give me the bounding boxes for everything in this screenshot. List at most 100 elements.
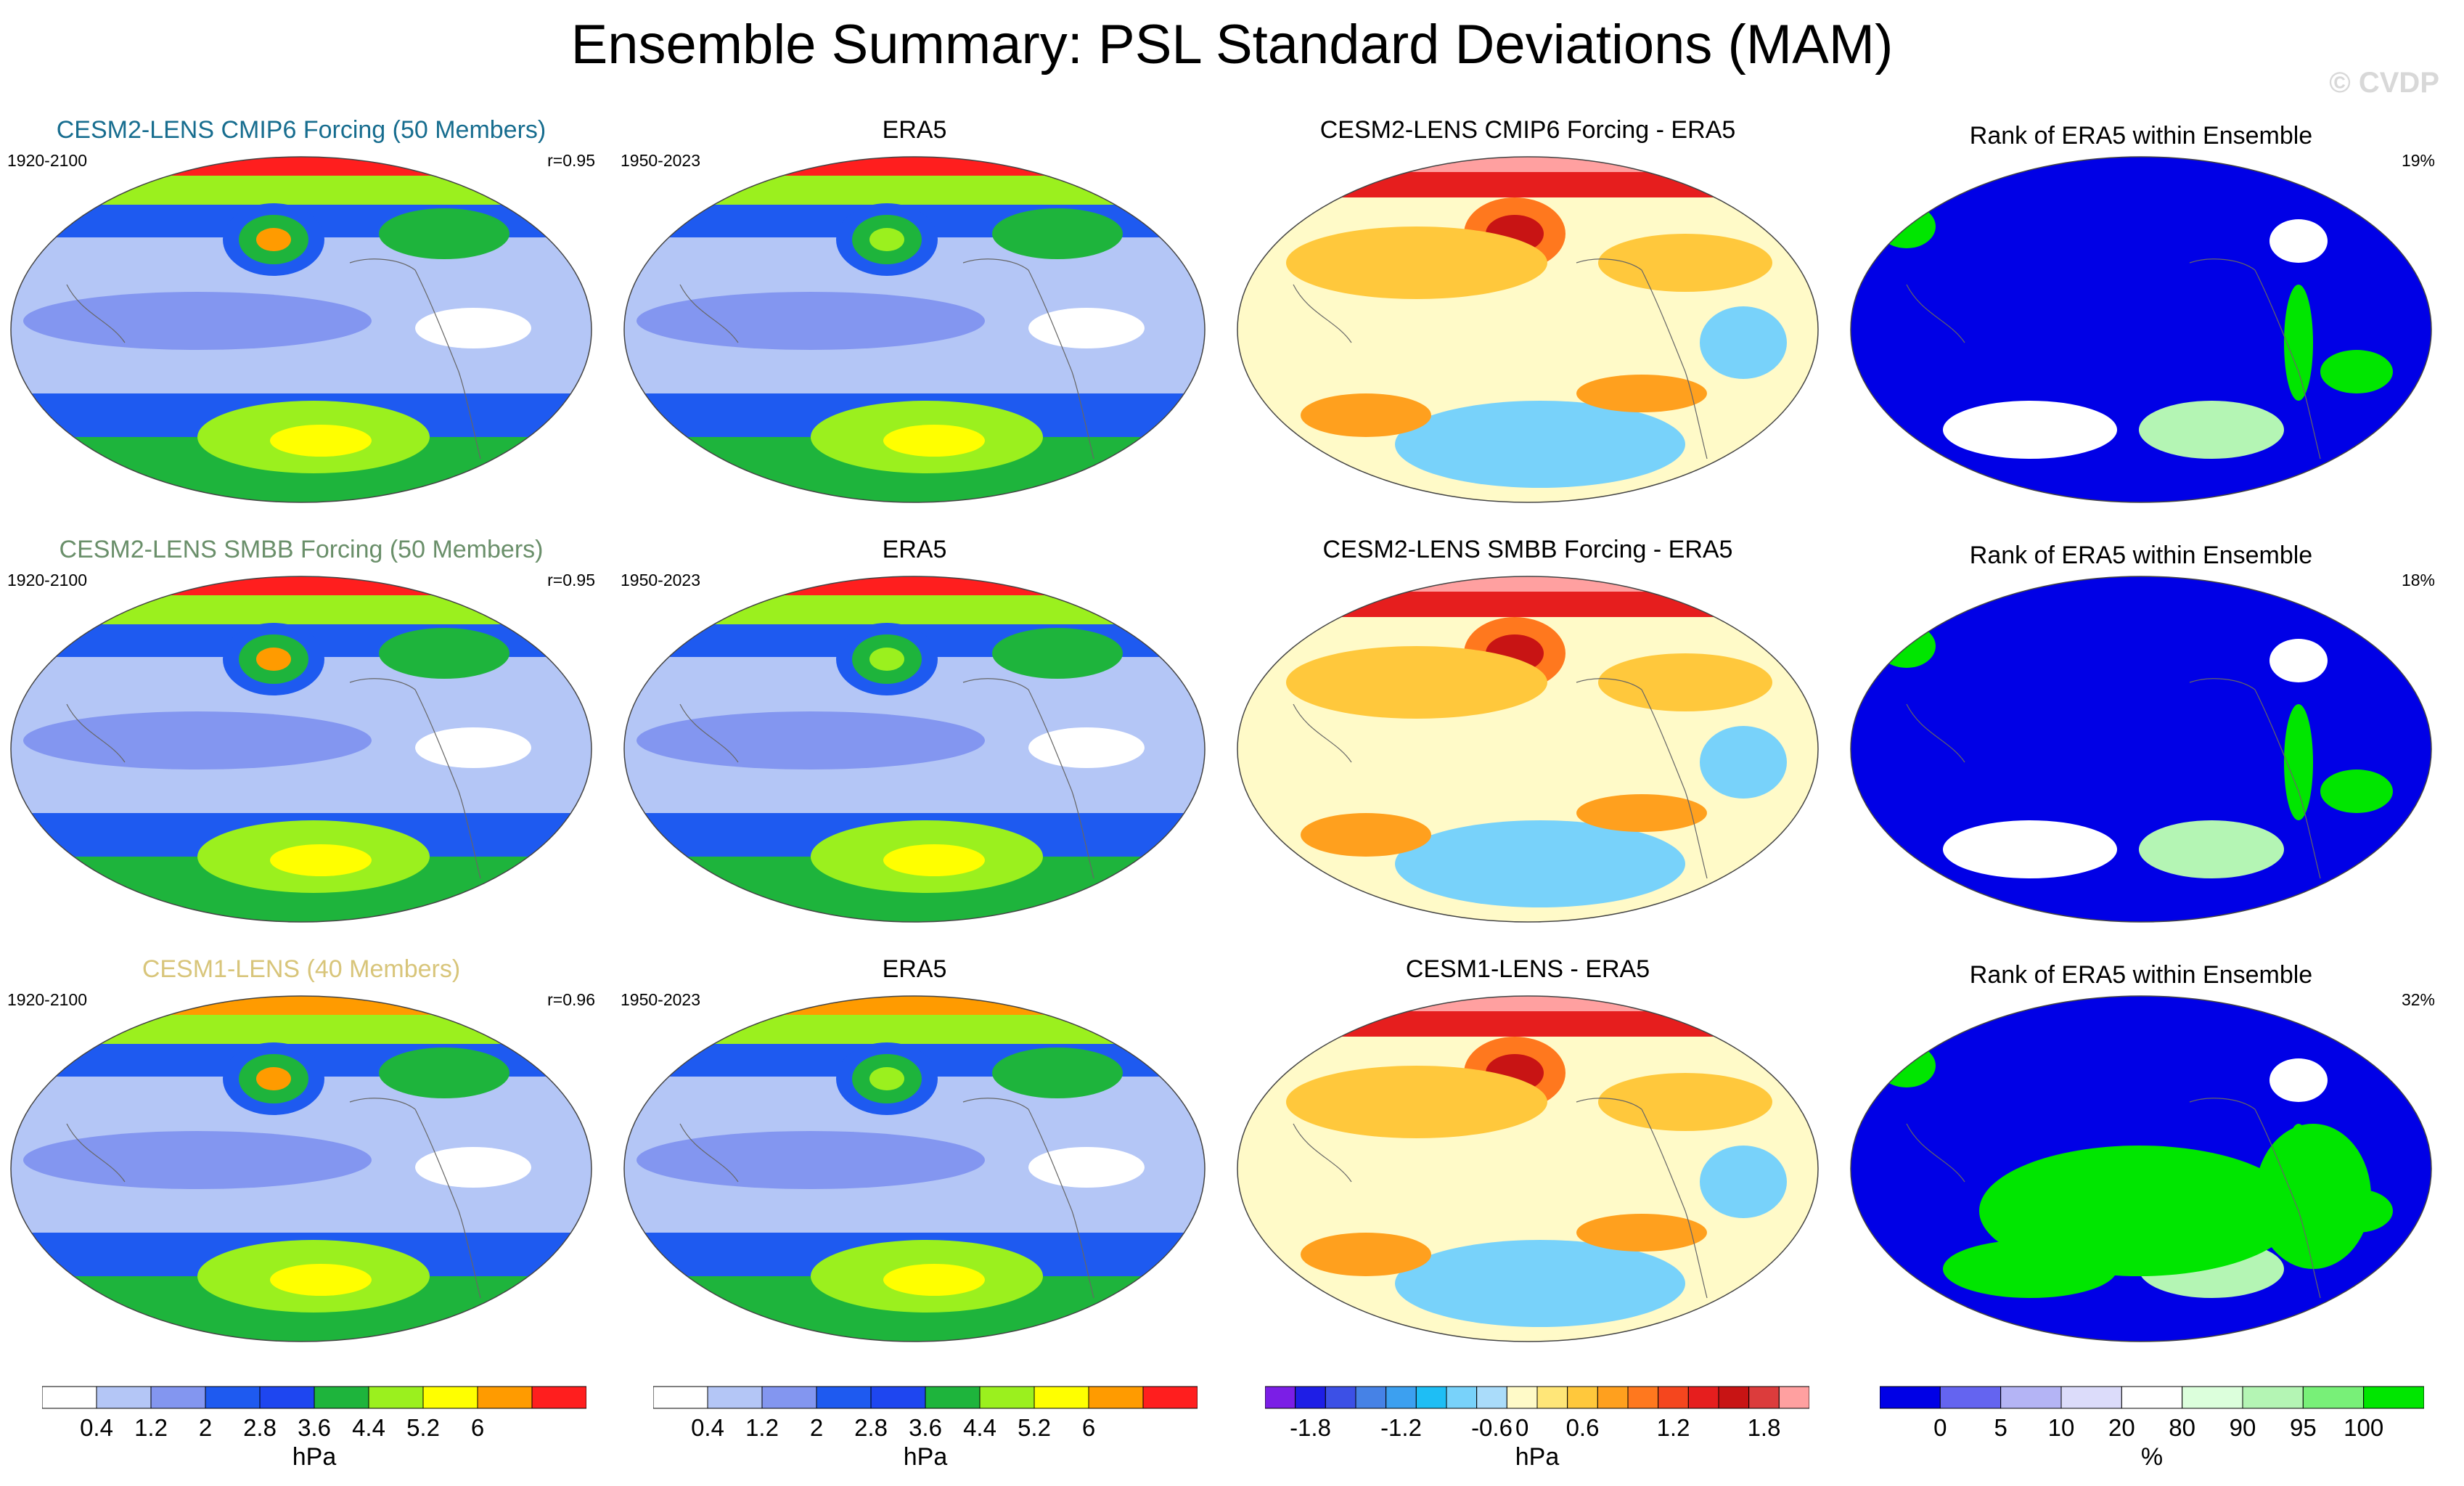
colorbar-tick-label: 1.2 [1656, 1414, 1690, 1441]
rank-patch-5 [2139, 401, 2284, 459]
panel-title: CESM2-LENS CMIP6 Forcing (50 Members) [56, 116, 547, 144]
panel-model-row2: CESM2-LENS SMBB Forcing (50 Members) 1920… [0, 536, 602, 942]
panel-title: CESM1-LENS - ERA5 [1405, 955, 1650, 983]
rank-patch-1 [1878, 624, 1936, 668]
map-obs [622, 573, 1207, 926]
colorbar-tick-label: 2 [198, 1414, 213, 1441]
panel-model-row1: CESM2-LENS CMIP6 Forcing (50 Members) 192… [0, 116, 602, 523]
map-border [623, 995, 1206, 1342]
map-svg [10, 995, 592, 1342]
tropical-band-lo [637, 711, 985, 769]
colorbar-box [422, 1386, 478, 1409]
map-border [1850, 156, 2432, 503]
atlantic-high [992, 1048, 1123, 1098]
colorbar-diff-unit: hPa [1515, 1443, 1560, 1471]
page-title: Ensemble Summary: PSL Standard Deviation… [570, 14, 1894, 75]
atlantic-high [992, 208, 1123, 259]
southern-warm [1301, 813, 1431, 857]
tropical-clear [415, 727, 531, 768]
colorbar-tick-label: 80 [2169, 1414, 2196, 1441]
tropical-clear [415, 308, 531, 348]
rank-patch-6 [2269, 1058, 2328, 1102]
panel-title: CESM1-LENS (40 Members) [142, 955, 461, 983]
panel-pattern-correlation: r=0.95 [547, 151, 595, 170]
arctic-mid [11, 1015, 592, 1044]
tropical-clear [1028, 727, 1145, 768]
colorbar-box [2363, 1386, 2424, 1409]
colorbar-box [1778, 1386, 1809, 1409]
arctic-mid [624, 595, 1205, 624]
map-obs [622, 154, 1207, 506]
panel-title: Rank of ERA5 within Ensemble [1969, 961, 2313, 989]
arctic-mid [624, 1015, 1205, 1044]
tropical-band-lo [637, 1131, 985, 1189]
map-model [9, 993, 594, 1345]
panel-title: CESM2-LENS CMIP6 Forcing - ERA5 [1319, 116, 1736, 144]
panel-years: 1920-2100 [7, 571, 87, 589]
panel-years: 1920-2100 [7, 990, 87, 1009]
coastline [679, 678, 1094, 879]
panel-title: Rank of ERA5 within Ensemble [1969, 542, 2313, 569]
colorbar-box [1658, 1386, 1689, 1409]
panel-rank-row3: Rank of ERA5 within Ensemble 32% [1840, 955, 2442, 1362]
panel-years: 1950-2023 [621, 990, 700, 1009]
map-svg [1237, 576, 1819, 923]
colorbar-box [1415, 1386, 1447, 1409]
southern-peak [270, 1264, 372, 1296]
coastline [679, 258, 1094, 460]
colorbar-diff: -1.8 -1.2 -0.6 0 0.6 1.2 1.8 hPa [1265, 1385, 1809, 1472]
colorbar-box [1034, 1386, 1089, 1409]
panel-diff-row3: CESM1-LENS - ERA5 [1227, 955, 1829, 1362]
nh-warm [1286, 646, 1547, 719]
colorbar-box [1880, 1386, 1941, 1409]
colorbar-tick-label: 6 [1081, 1414, 1096, 1441]
coastline [679, 1098, 1094, 1299]
field-background [1851, 157, 2431, 502]
colorbar-std-obs-unit: hPa [903, 1443, 948, 1471]
colorbar-box [1718, 1386, 1750, 1409]
colorbar-std-obs: 0.4 1.2 2 2.8 3.6 4.4 5.2 6 hPa [653, 1385, 1198, 1472]
pacific-low-core [869, 1067, 904, 1090]
map-rank [1849, 573, 2434, 926]
coastline [66, 258, 481, 460]
colorbar-tick-label: 2 [809, 1414, 824, 1441]
pacific-low-core [869, 228, 904, 251]
south-america-cool [1700, 726, 1787, 799]
map-border [1237, 576, 1819, 923]
panel-years: 1950-2023 [621, 571, 700, 589]
map-rank [1849, 993, 2434, 1345]
rank-patch-1 [1878, 205, 1936, 248]
panel-diff-row1: CESM2-LENS CMIP6 Forcing - ERA5 [1227, 116, 1829, 523]
colorbar-tick-label: 1.8 [1747, 1414, 1781, 1441]
colorbar-box [816, 1386, 872, 1409]
colorbar-box [314, 1386, 369, 1409]
panel-title: ERA5 [882, 955, 947, 983]
panel-title: ERA5 [882, 536, 947, 563]
panel-pattern-correlation: r=0.95 [547, 571, 595, 589]
map-svg [10, 576, 592, 923]
colorbar-box [259, 1386, 315, 1409]
panel-title: Rank of ERA5 within Ensemble [1969, 122, 2313, 150]
map-border [10, 995, 592, 1342]
colorbar-tick-label: -1.8 [1290, 1414, 1331, 1441]
map-svg [1850, 995, 2432, 1342]
southern-warm-2 [1576, 375, 1707, 412]
colorbar-box [150, 1386, 206, 1409]
rank-patch-2 [2284, 704, 2313, 820]
panel-rank-percent: 32% [2401, 990, 2435, 1009]
colorbar-tick-label: 5.2 [1018, 1414, 1051, 1441]
nh-warm [1286, 226, 1547, 299]
colorbar-tick-label: -1.2 [1380, 1414, 1422, 1441]
map-rank [1849, 154, 2434, 506]
map-svg [1850, 156, 2432, 503]
south-america-cool [1700, 306, 1787, 379]
colorbar-box [477, 1386, 533, 1409]
map-diff [1235, 573, 1820, 926]
tropical-band-lo [23, 711, 372, 769]
colorbar-tick-label: 0.4 [691, 1414, 724, 1441]
colorbar-std-model-unit: hPa [292, 1443, 337, 1471]
rank-patch-3 [2320, 350, 2393, 393]
atlantic-warm [1598, 653, 1772, 711]
colorbar-tick-label: 1.2 [134, 1414, 168, 1441]
rank-patch-7 [1979, 1146, 2299, 1276]
